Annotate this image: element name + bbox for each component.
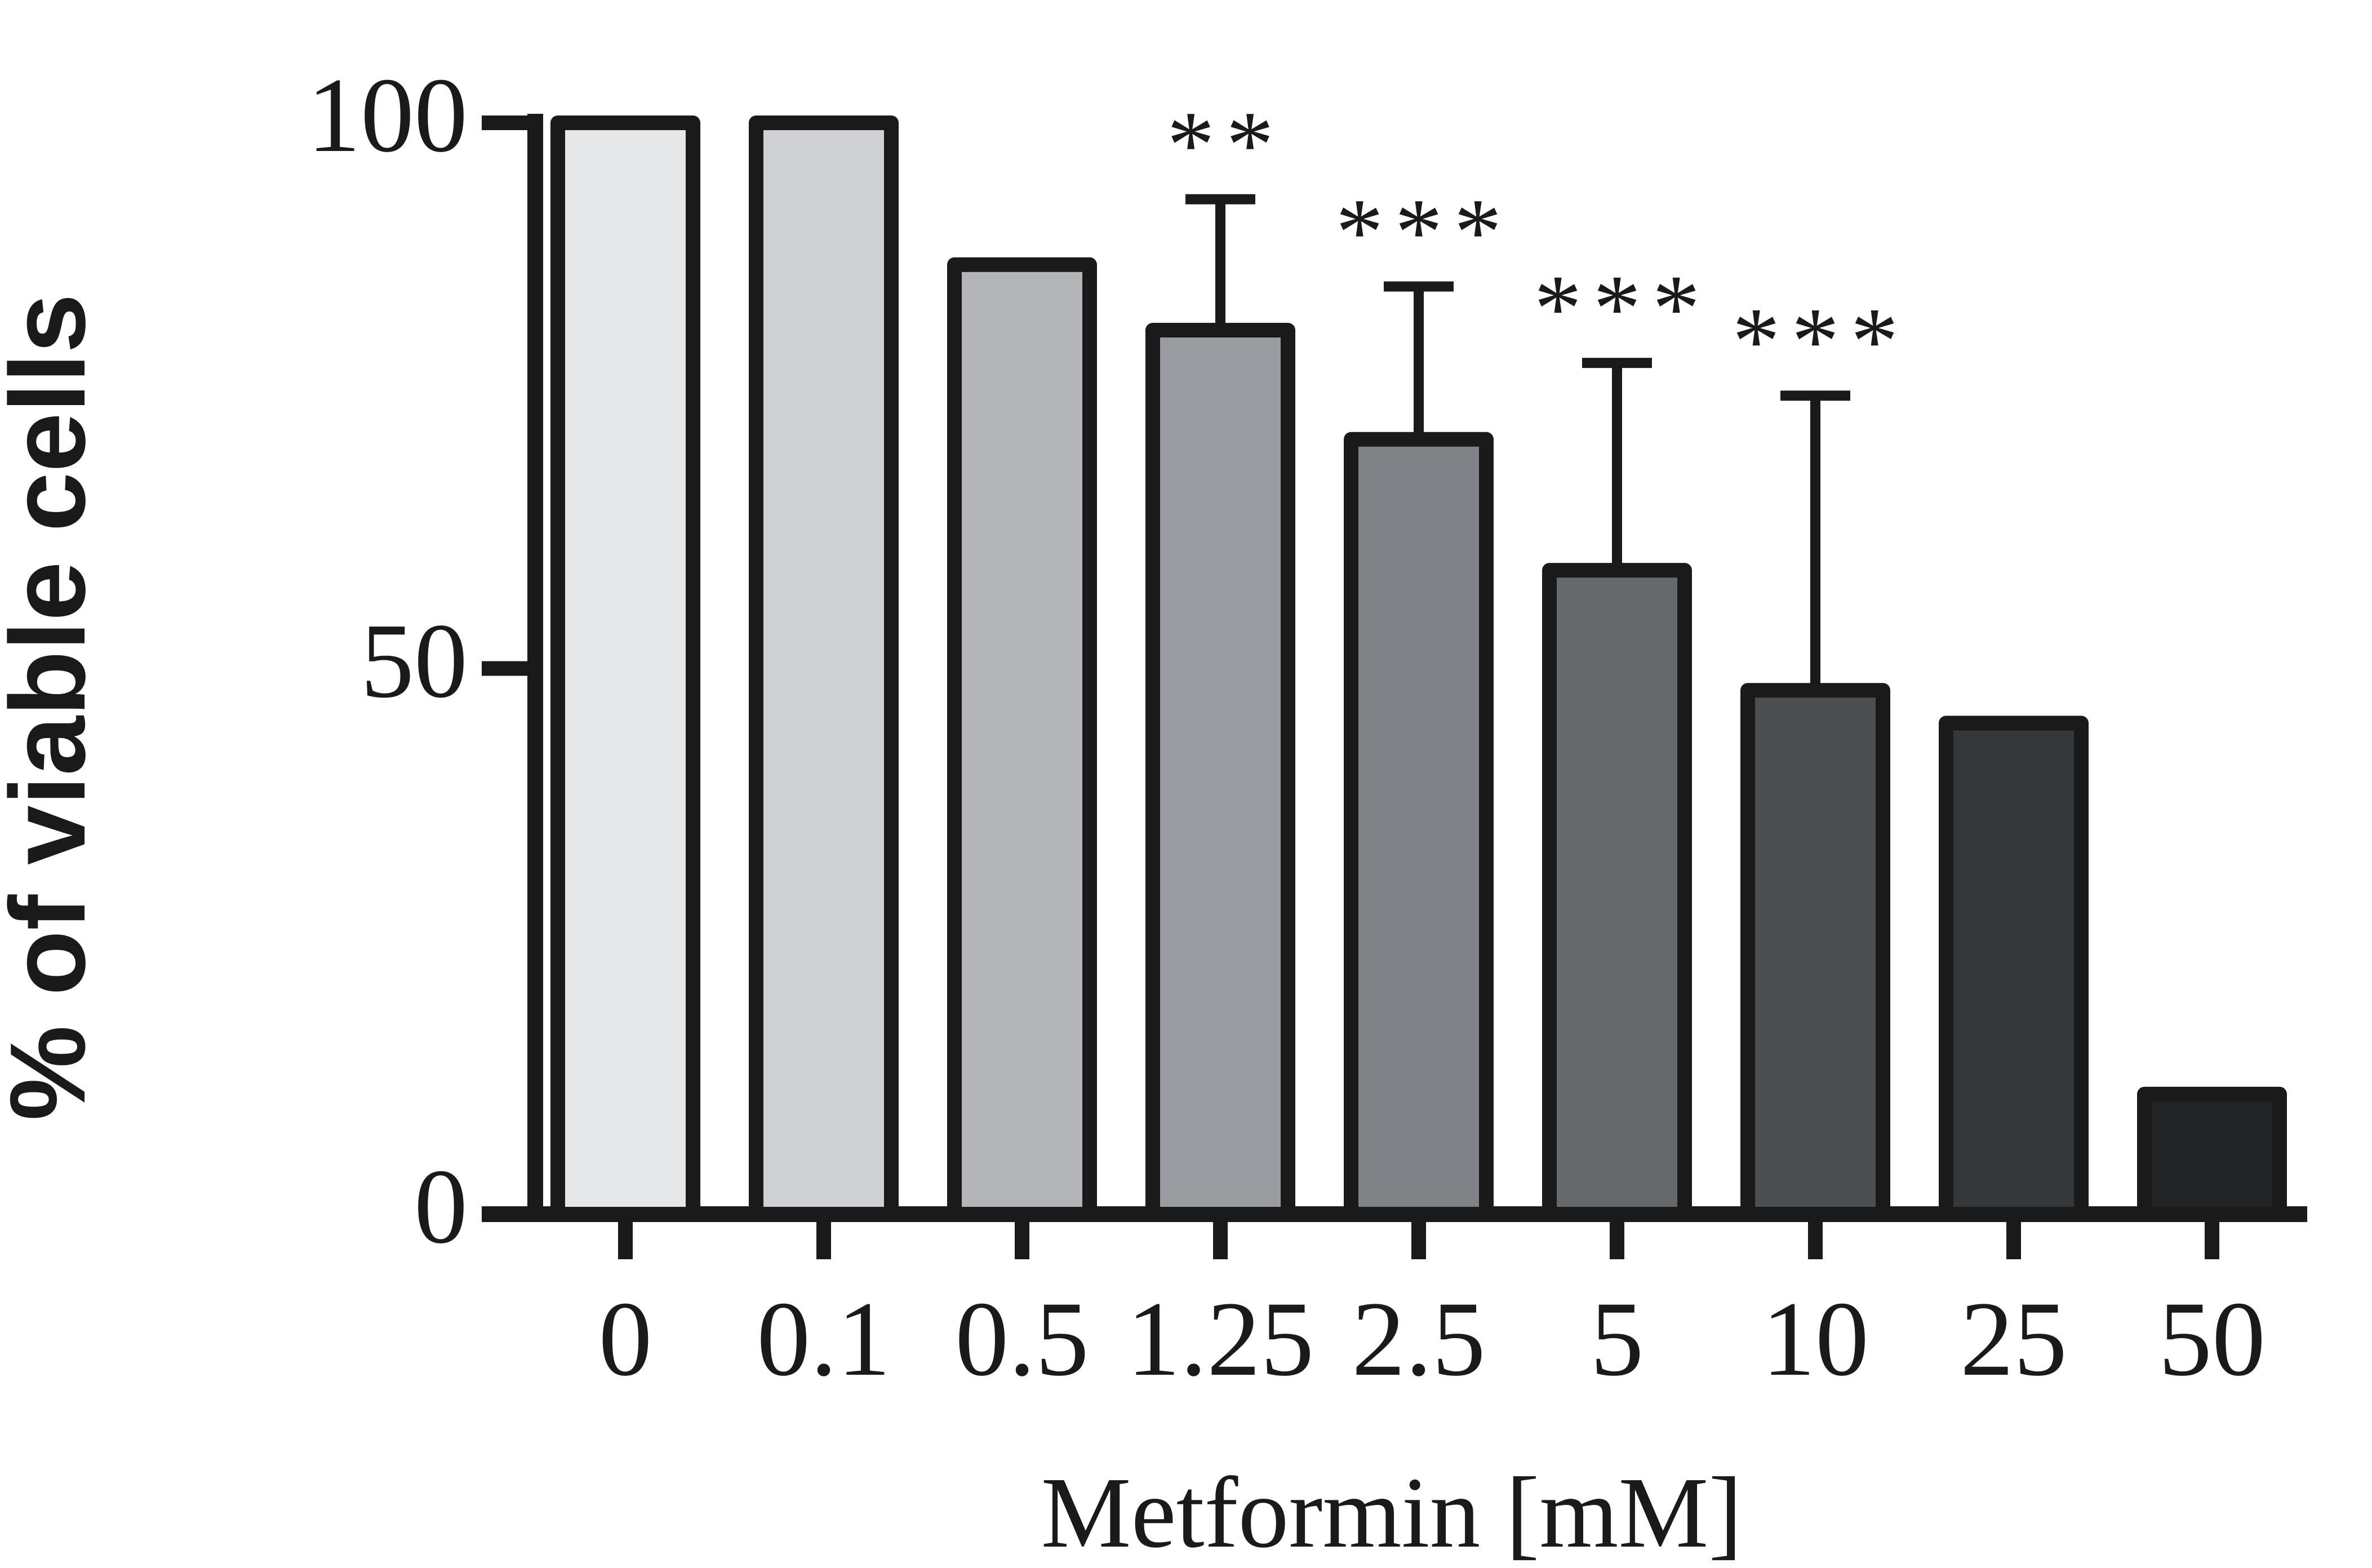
x-tick-label: 50 [2158,1280,2266,1398]
significance-label: *** [1733,288,1910,394]
bar [749,116,899,1221]
y-tick-label: 50 [361,602,468,721]
x-tick-label: 1.25 [1127,1280,1314,1398]
x-tick-label: 5 [1591,1280,1644,1398]
y-axis-title: % of viable cells [0,294,108,1121]
bar [1542,563,1692,1221]
x-tick-label: 10 [1762,1280,1869,1398]
y-tick-label: 0 [414,1148,468,1266]
x-tick-label: 0 [599,1280,652,1398]
significance-markers: ******** *** [1167,92,1910,394]
bar [1145,323,1295,1221]
error-bars [1185,194,1850,691]
x-axis: 0 0.1 0.5 1.25 2.5 5 10 25 50 [482,1206,2307,1398]
y-axis: 0 50 100 [307,56,543,1266]
x-tick-label: 0.5 [955,1280,1089,1398]
bar [2137,1086,2287,1222]
significance-label: ** [1167,92,1285,198]
bar [550,116,700,1221]
y-tick-label: 100 [307,56,468,175]
bars [550,116,2287,1222]
x-tick-label: 0.1 [757,1280,891,1398]
x-tick-label: 25 [1960,1280,2067,1398]
x-tick-label: 2.5 [1352,1280,1486,1398]
bar [947,257,1097,1221]
bar [1740,683,1890,1221]
bar [1939,716,2089,1221]
bar [1344,432,1494,1221]
x-axis-title: Metformin [mM] [1041,1456,1743,1568]
significance-label: *** [1336,179,1513,285]
significance-label: *** [1534,255,1712,361]
